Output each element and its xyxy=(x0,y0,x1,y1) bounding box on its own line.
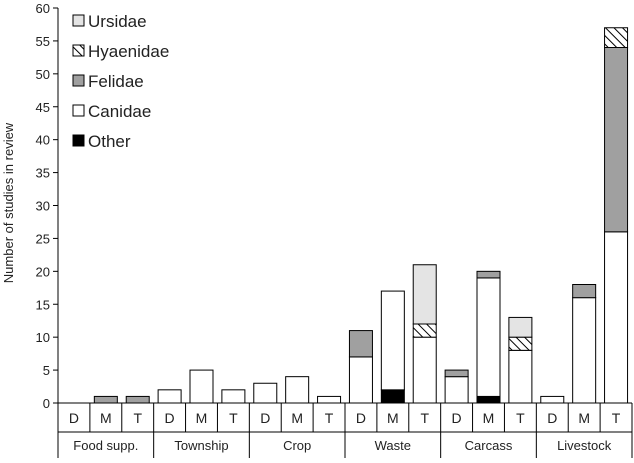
x-sub-label: T xyxy=(420,410,429,426)
bar-segment-hyaenidae xyxy=(412,323,437,338)
bar-segment-canidae xyxy=(221,389,246,404)
bar-segment-ursidae xyxy=(508,316,533,338)
bar-segment-felidae xyxy=(93,395,118,404)
y-tick-label: 40 xyxy=(36,133,50,148)
bar-segment-felidae xyxy=(572,284,597,299)
x-sub-label: D xyxy=(69,410,79,426)
legend-swatch-canidae xyxy=(72,104,85,117)
x-sub-label: D xyxy=(260,410,270,426)
x-sub-label: T xyxy=(516,410,525,426)
legend-label-felidae: Felidae xyxy=(88,72,144,91)
y-tick-label: 60 xyxy=(36,1,50,16)
bar-segment-canidae xyxy=(189,369,214,404)
x-sub-label: M xyxy=(100,410,112,426)
legend-label-canidae: Canidae xyxy=(88,102,151,121)
y-axis-title: Number of studies in review xyxy=(1,122,16,283)
bar-segment-canidae xyxy=(444,376,469,404)
bar-segment-ursidae xyxy=(412,264,437,325)
y-tick-label: 50 xyxy=(36,67,50,82)
bar-segment-canidae xyxy=(540,395,565,404)
legend-label-hyaenidae: Hyaenidae xyxy=(88,42,169,61)
y-tick-label: 10 xyxy=(36,330,50,345)
x-sub-label: M xyxy=(578,410,590,426)
bar-segment-felidae xyxy=(348,330,373,358)
legend: Ursidae Hyaenidae Felidae Canidae Other xyxy=(72,12,169,151)
x-sub-label: T xyxy=(325,410,334,426)
x-group-label: Crop xyxy=(283,438,311,453)
y-tick-label: 55 xyxy=(36,34,50,49)
y-tick-label: 20 xyxy=(36,264,50,279)
x-sub-label: T xyxy=(133,410,142,426)
bar-segment-canidae xyxy=(348,356,373,404)
bar-segment-felidae xyxy=(444,369,469,378)
x-sub-label: T xyxy=(612,410,621,426)
x-sub-label: D xyxy=(547,410,557,426)
y-tick-label: 0 xyxy=(43,396,50,411)
x-sub-label: M xyxy=(483,410,495,426)
x-sub-label: D xyxy=(452,410,462,426)
bar-segment-canidae xyxy=(253,382,278,404)
x-sub-label: M xyxy=(291,410,303,426)
bar-segment-felidae xyxy=(125,395,150,404)
legend-label-other: Other xyxy=(88,132,131,151)
legend-swatch-ursidae xyxy=(72,14,85,27)
y-tick-label: 30 xyxy=(36,199,50,214)
bar-segment-canidae xyxy=(285,376,310,404)
legend-swatch-felidae xyxy=(72,74,85,87)
bar-segment-canidae xyxy=(157,389,182,404)
legend-swatch-other xyxy=(72,134,85,147)
bar-segment-canidae xyxy=(604,231,629,404)
x-sub-label: M xyxy=(387,410,399,426)
y-tick-label: 5 xyxy=(43,363,50,378)
bar-segment-felidae xyxy=(476,270,501,279)
bar-segment-hyaenidae xyxy=(508,336,533,351)
bars-layer xyxy=(93,27,629,404)
legend-label-ursidae: Ursidae xyxy=(88,12,147,31)
bar-segment-other xyxy=(380,389,405,404)
y-tick-label: 15 xyxy=(36,297,50,312)
y-tick-label: 45 xyxy=(36,100,50,115)
y-axis: 0 5 10 15 20 25 30 35 40 45 50 55 60 xyxy=(36,1,59,411)
x-axis: D M T D M T D M T D M T D M T D M T Food supp. Township Crop… xyxy=(57,402,633,458)
bar-segment-canidae xyxy=(508,349,533,404)
x-sub-label: D xyxy=(356,410,366,426)
x-group-label: Livestock xyxy=(557,438,612,453)
bar-segment-canidae xyxy=(476,277,501,397)
x-sub-label: T xyxy=(229,410,238,426)
x-group-label: Township xyxy=(174,438,228,453)
bar-segment-hyaenidae xyxy=(604,27,629,48)
bar-segment-canidae xyxy=(380,290,405,391)
bar-segment-canidae xyxy=(412,336,437,404)
bar-segment-canidae xyxy=(572,297,597,404)
y-tick-label: 35 xyxy=(36,166,50,181)
y-tick-label: 25 xyxy=(36,231,50,246)
bar-segment-felidae xyxy=(604,47,629,233)
x-group-label: Food supp. xyxy=(73,438,138,453)
x-sub-label: M xyxy=(196,410,208,426)
x-group-label: Waste xyxy=(375,438,411,453)
bar-segment-canidae xyxy=(317,395,342,404)
bar-segment-other xyxy=(476,395,501,404)
x-sub-label: D xyxy=(165,410,175,426)
legend-swatch-hyaenidae xyxy=(72,44,85,57)
x-group-label: Carcass xyxy=(465,438,513,453)
